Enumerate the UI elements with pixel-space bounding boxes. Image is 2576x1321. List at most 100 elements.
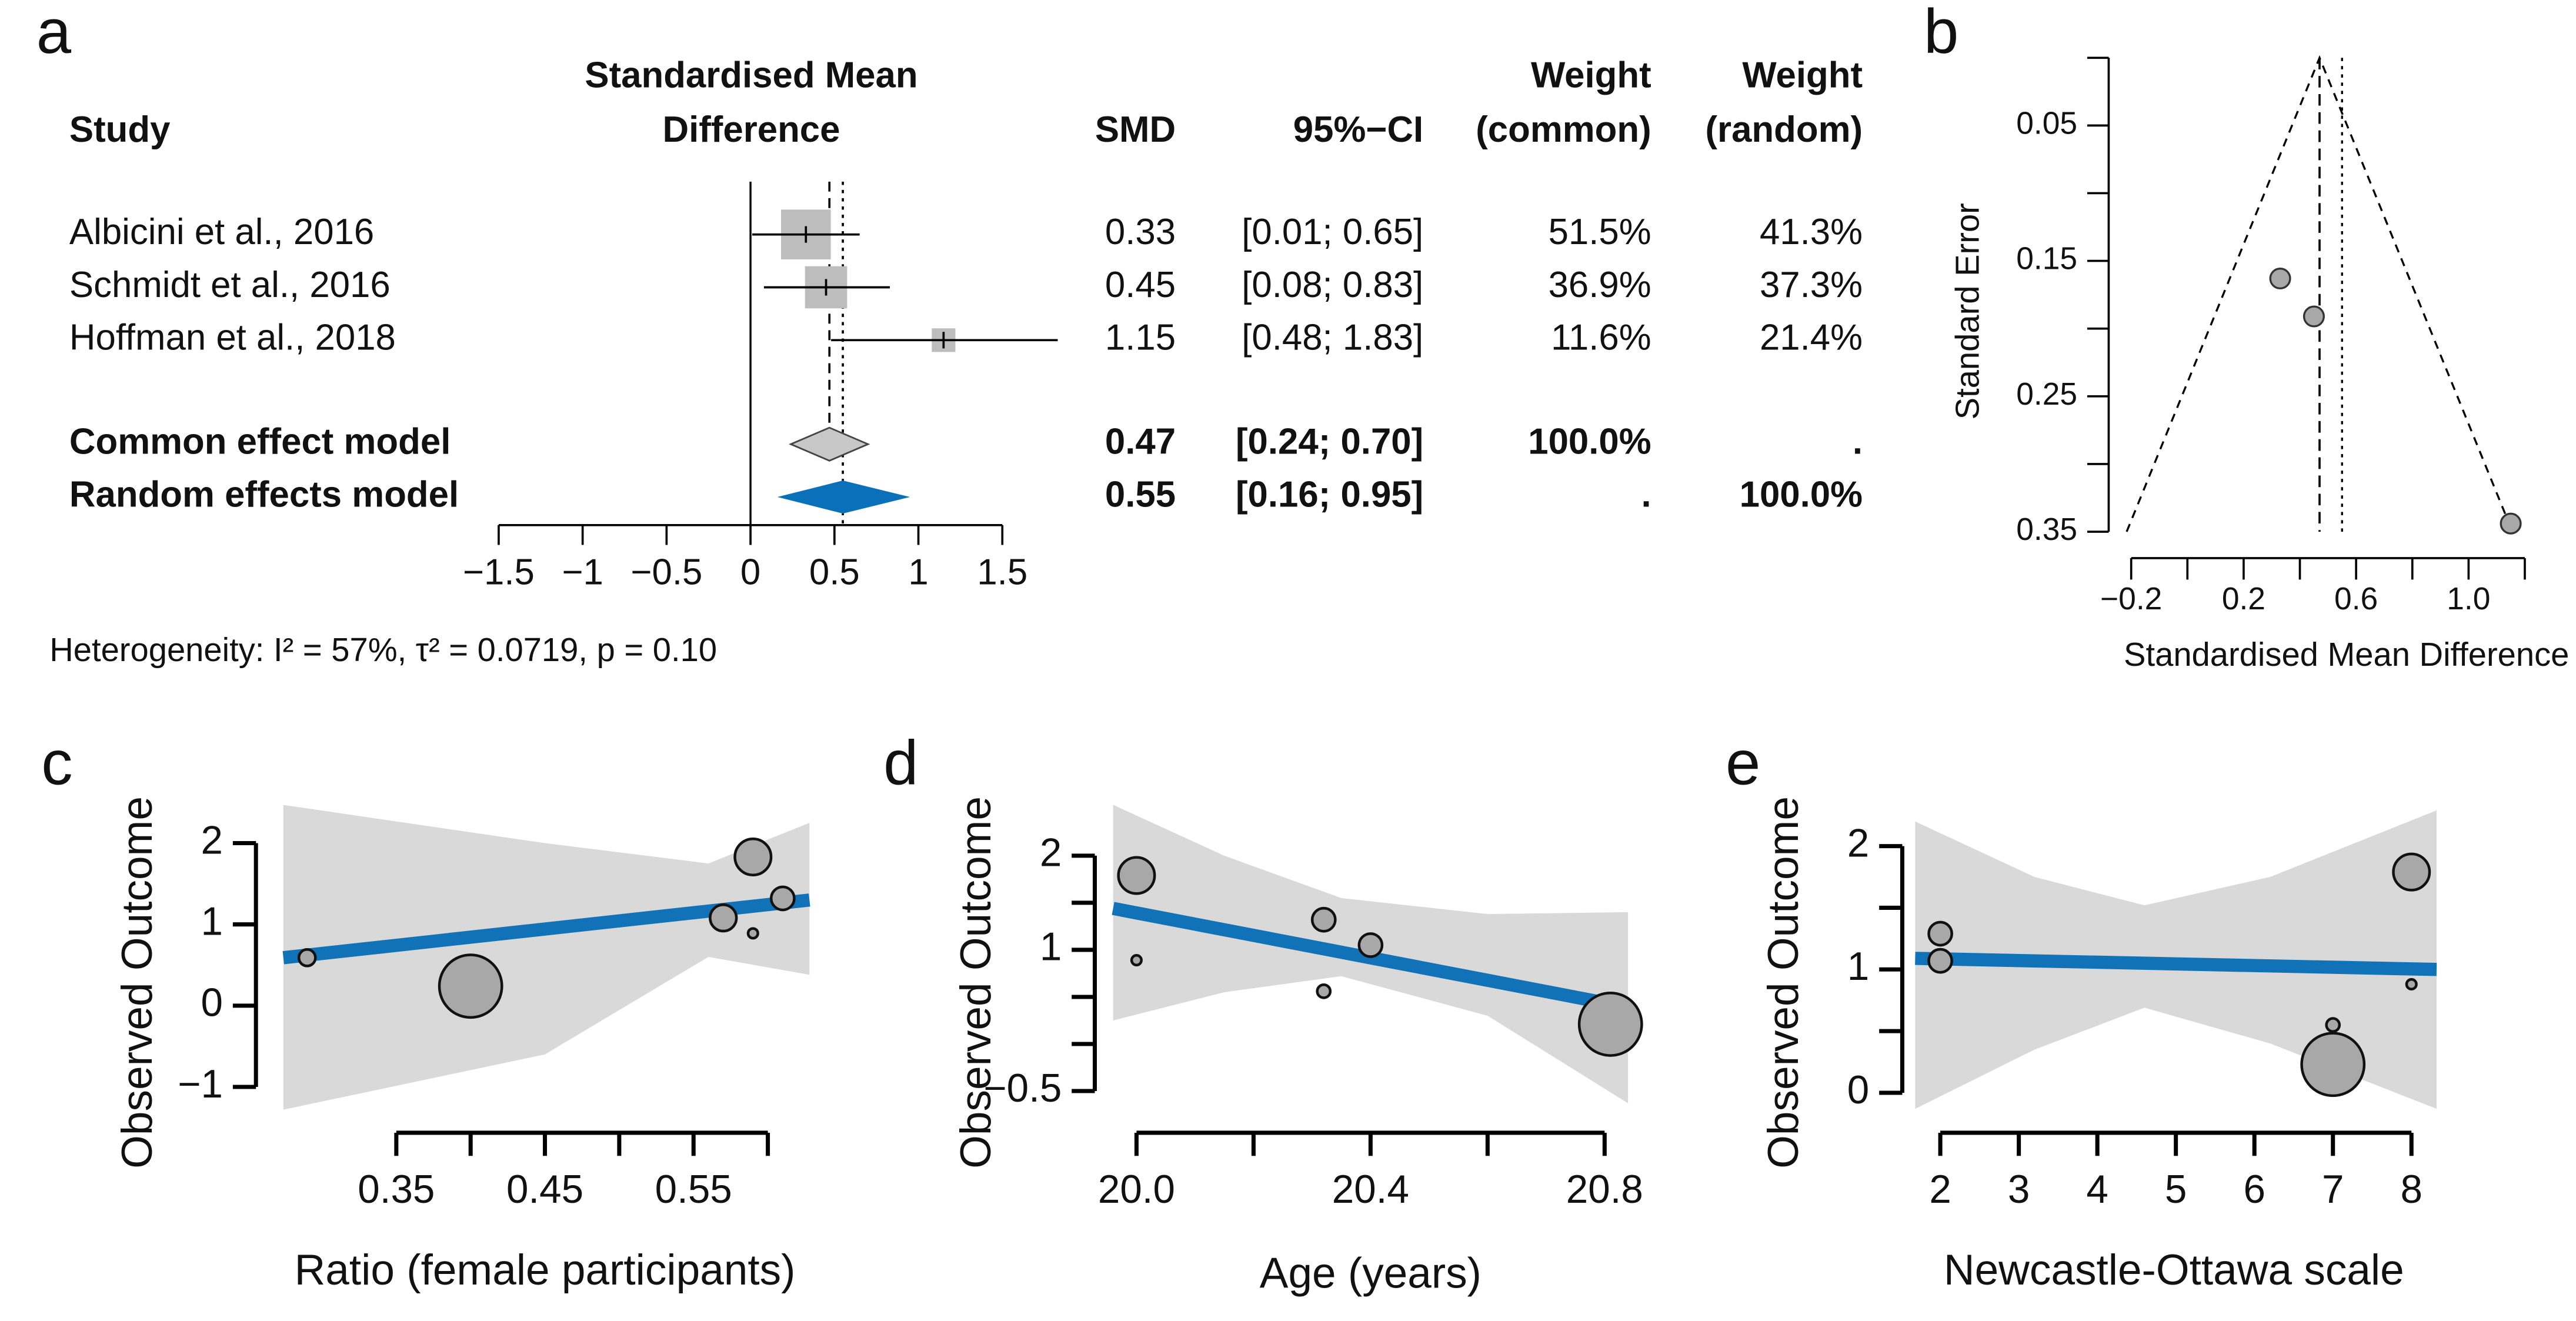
study-bubble: [2405, 978, 2418, 991]
x-tick-label: −1.5: [463, 552, 535, 592]
weight-common: .: [1641, 474, 1651, 515]
y-tick-label: −0.5: [983, 1066, 1062, 1110]
ci-value: [0.16; 0.95]: [1236, 474, 1423, 515]
x-axis-title: Newcastle-Ottawa scale: [1944, 1246, 2404, 1294]
smd-value: 0.33: [1105, 212, 1176, 252]
y-axis-title: Observed Outcome: [114, 796, 161, 1169]
weight-random: 100.0%: [1740, 474, 1863, 515]
study-name: Random effects model: [69, 474, 459, 515]
x-tick-label: 8: [2400, 1167, 2422, 1212]
weight-random: 21.4%: [1760, 318, 1863, 358]
y-tick-label: 1: [201, 899, 223, 943]
x-tick-label: −0.2: [2100, 582, 2162, 616]
study-bubble: [769, 885, 796, 912]
ci-value: [0.01; 0.65]: [1242, 212, 1423, 252]
study-bubble: [1577, 991, 1643, 1057]
y-tick-label: 0.25: [2016, 377, 2077, 412]
weight-random: 41.3%: [1760, 212, 1863, 252]
y-tick-label: 0: [201, 981, 223, 1025]
column-header: (random): [1705, 109, 1863, 150]
study-point: [2269, 267, 2291, 290]
study-bubble: [2392, 852, 2431, 892]
y-tick-label: 0.35: [2016, 512, 2077, 547]
column-header: Study: [69, 109, 171, 150]
smd-value: 0.47: [1105, 422, 1176, 462]
x-tick-label: 7: [2322, 1167, 2344, 1212]
x-axis-title: Age (years): [1260, 1249, 1481, 1297]
x-tick-label: 1: [908, 552, 928, 592]
x-tick-label: 4: [2086, 1167, 2108, 1212]
study-bubble: [297, 948, 317, 968]
ci-value: [0.48; 1.83]: [1242, 318, 1423, 358]
x-tick-label: 0.6: [2334, 582, 2378, 616]
panel-label: e: [1726, 728, 1760, 798]
column-header: Weight: [1742, 55, 1863, 95]
heterogeneity: Heterogeneity: I² = 57%, τ² = 0.0719, p …: [49, 631, 717, 668]
x-tick-label: −0.5: [630, 552, 702, 592]
study-point: [2303, 305, 2325, 328]
x-tick-label: 3: [2008, 1167, 2030, 1212]
ci-value: [0.24; 0.70]: [1236, 422, 1423, 462]
model-diamond: [789, 426, 870, 462]
study-bubble: [438, 953, 503, 1019]
study-bubble: [709, 903, 738, 933]
study-name: Hoffman et al., 2018: [69, 318, 396, 358]
smd-value: 0.45: [1105, 265, 1176, 305]
x-tick-label: 0.5: [809, 552, 860, 592]
x-tick-label: 1.0: [2447, 582, 2490, 616]
regression-line: [1915, 952, 2437, 976]
smd-value: 0.55: [1105, 474, 1176, 515]
y-tick-label: 2: [1040, 831, 1062, 875]
model-diamond: [777, 480, 910, 514]
y-tick-label: 2: [1847, 821, 1869, 865]
study-name: Albicini et al., 2016: [69, 212, 374, 252]
x-tick-label: 0: [740, 552, 760, 592]
weight-common: 100.0%: [1528, 422, 1651, 462]
study-name: Common effect model: [69, 422, 451, 462]
ci-value: [0.08; 0.83]: [1242, 265, 1423, 305]
x-tick-label: −1: [562, 552, 603, 592]
x-tick-label: 0.45: [506, 1167, 583, 1212]
study-bubble: [746, 927, 759, 940]
y-tick-label: 0: [1847, 1068, 1869, 1112]
x-axis-title: Standardised Mean Difference: [2124, 636, 2569, 673]
study-bubble: [1130, 953, 1143, 967]
panel-label: b: [1924, 0, 1958, 66]
x-tick-label: 0.2: [2222, 582, 2265, 616]
weight-common: 36.9%: [1549, 265, 1651, 305]
study-bubble: [1927, 920, 1953, 947]
study-bubble: [2325, 1017, 2341, 1033]
y-tick-label: 2: [201, 818, 223, 862]
column-header: SMD: [1095, 109, 1176, 150]
x-tick-label: 20.4: [1332, 1167, 1409, 1212]
study-bubble: [1316, 983, 1332, 999]
y-axis-title: Observed Outcome: [952, 796, 1000, 1169]
column-header: (common): [1476, 109, 1651, 150]
study-bubble: [1927, 948, 1953, 974]
x-tick-label: 0.35: [358, 1167, 435, 1212]
study-bubble: [1117, 856, 1156, 895]
weight-random: 37.3%: [1760, 265, 1863, 305]
column-header: Standardised Mean: [585, 55, 917, 95]
x-tick-label: 20.0: [1098, 1167, 1175, 1212]
y-tick-label: −1: [178, 1062, 223, 1106]
column-header: Difference: [662, 109, 840, 150]
y-tick-label: 1: [1847, 945, 1869, 989]
x-axis-title: Ratio (female participants): [295, 1246, 796, 1294]
x-tick-label: 2: [1929, 1167, 1951, 1212]
column-header: Weight: [1531, 55, 1651, 95]
x-tick-label: 20.8: [1566, 1167, 1643, 1212]
y-tick-label: 1: [1040, 925, 1062, 969]
weight-common: 11.6%: [1551, 318, 1651, 358]
panel-label: d: [883, 728, 918, 798]
y-axis-title: Observed Outcome: [1760, 796, 1807, 1169]
study-bubble: [1310, 906, 1337, 933]
panel-label: c: [41, 728, 72, 798]
panel-label: a: [36, 0, 72, 66]
weight-random: .: [1853, 422, 1863, 462]
study-name: Schmidt et al., 2016: [69, 265, 391, 305]
study-bubble: [1357, 932, 1384, 958]
x-tick-label: 1.5: [977, 552, 1027, 592]
confidence-band: [283, 805, 810, 1110]
